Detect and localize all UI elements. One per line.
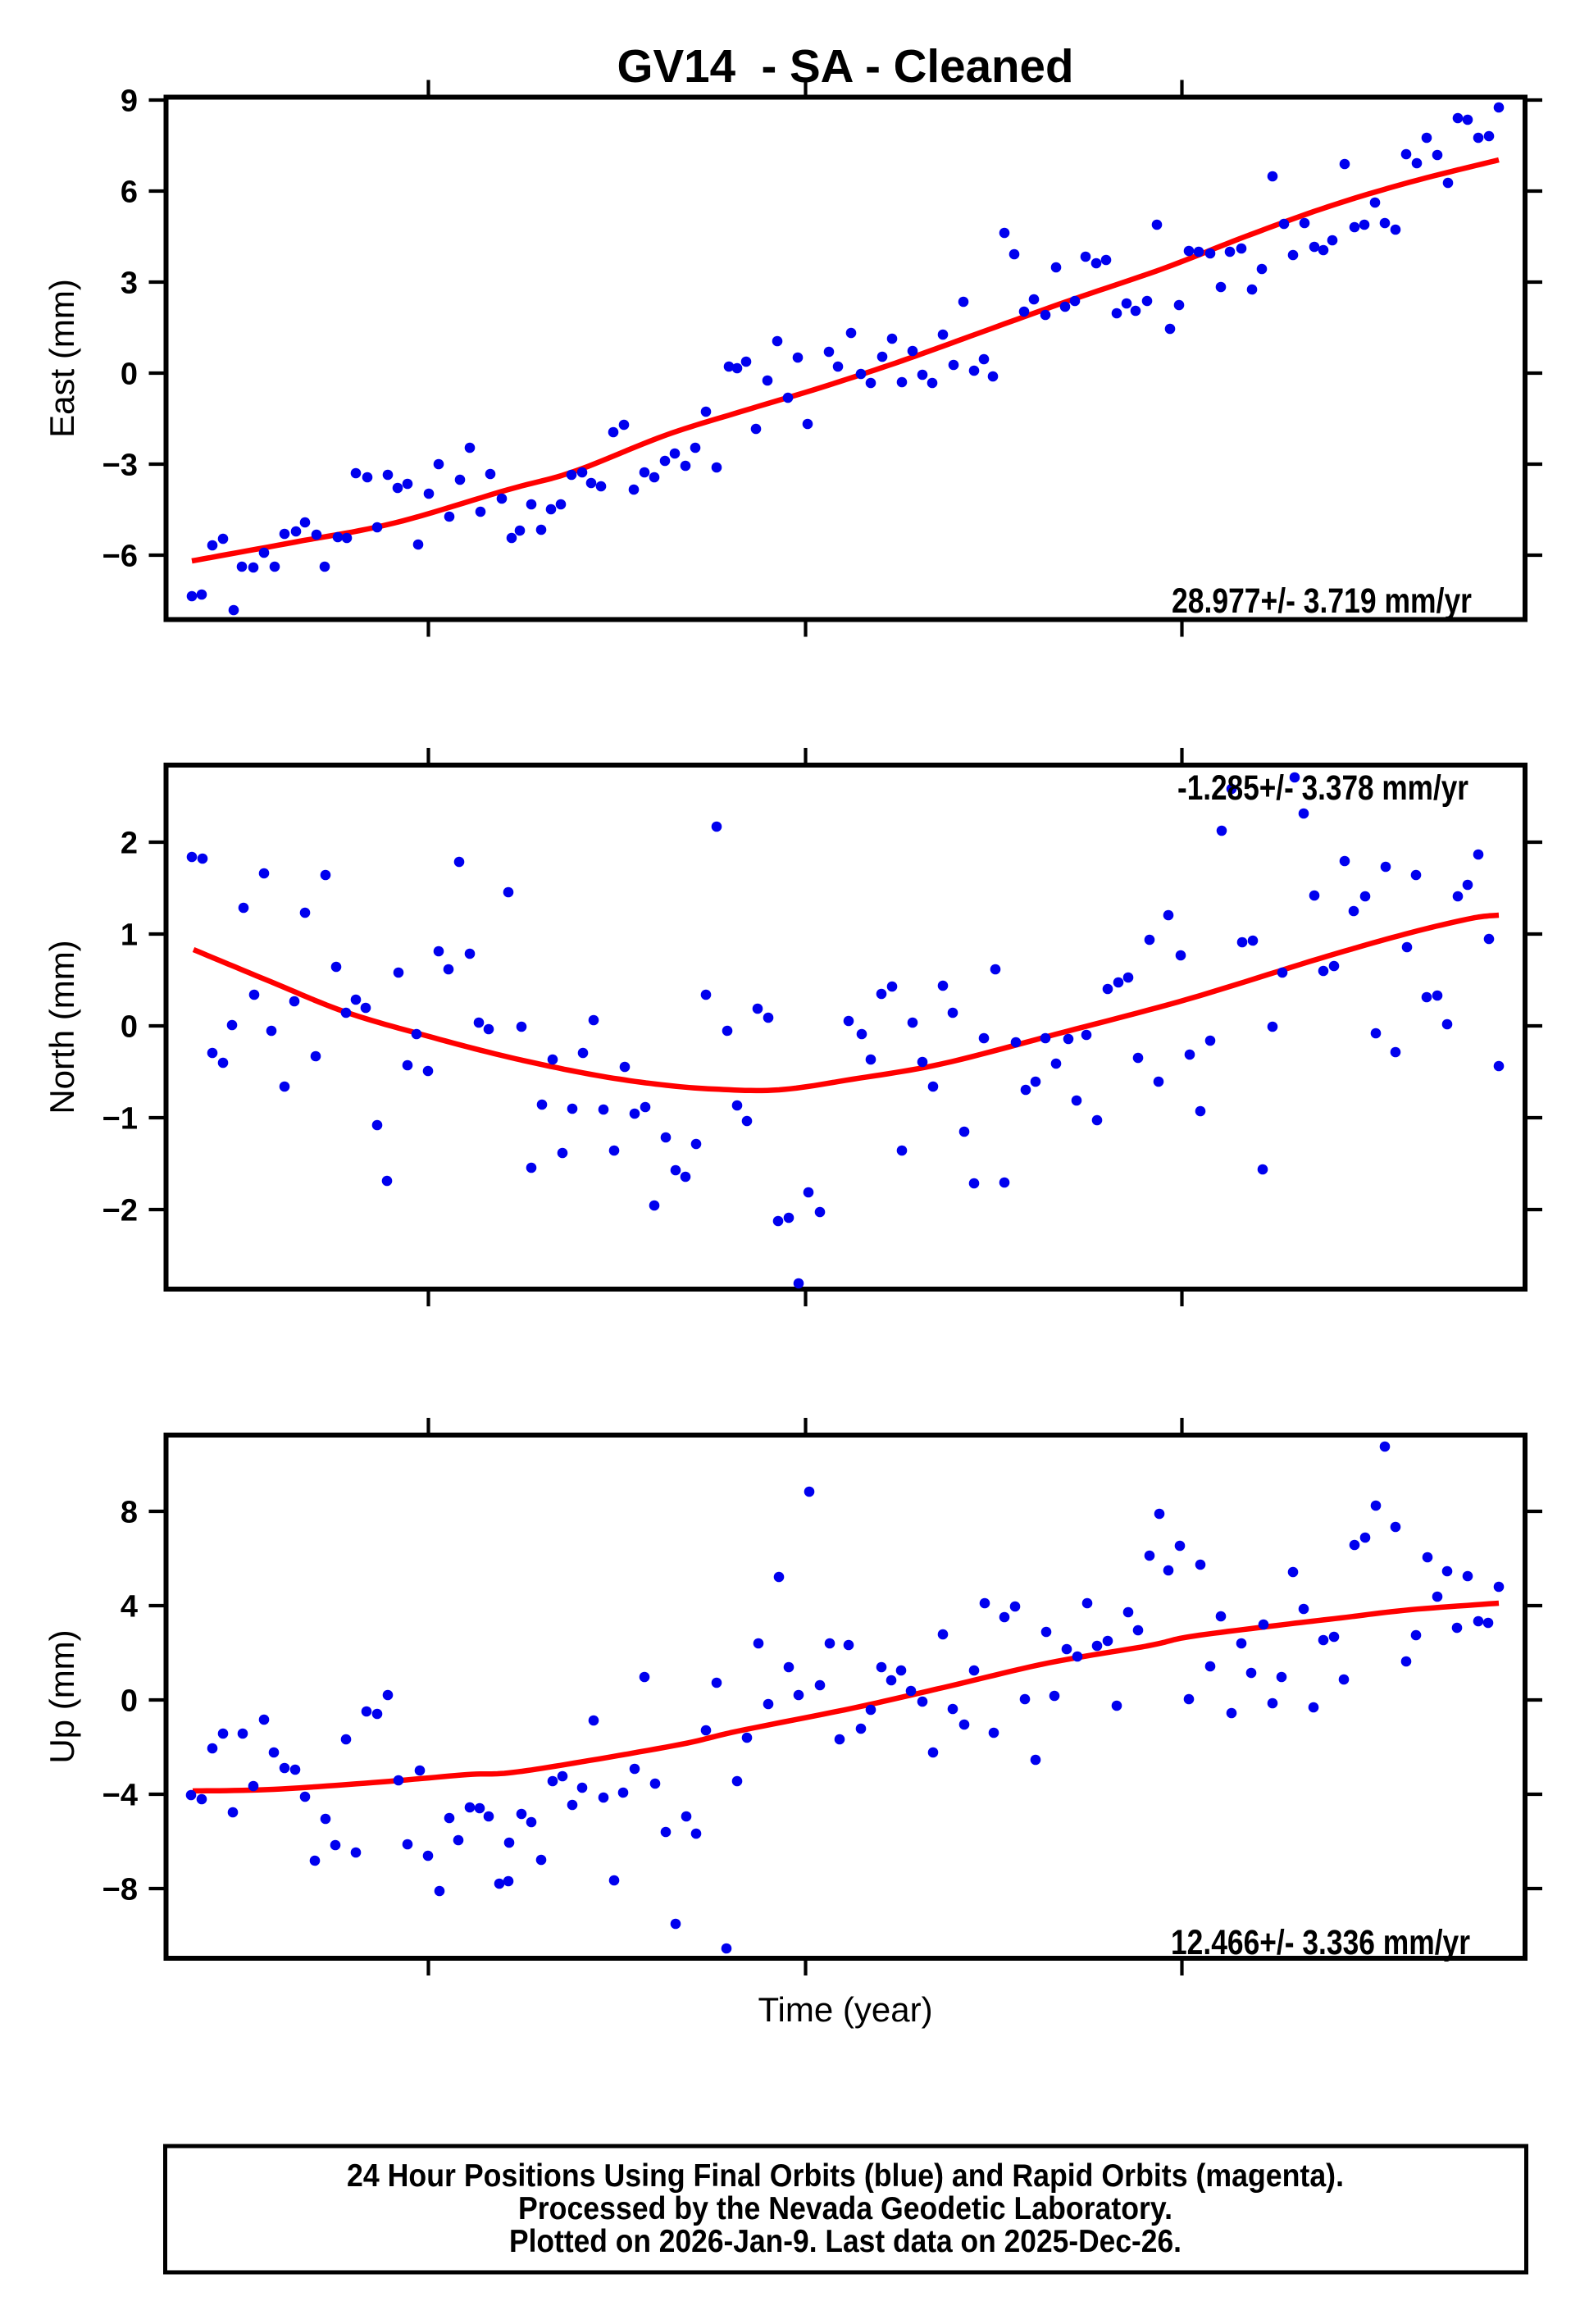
- svg-text:8: 8: [121, 1496, 138, 1530]
- svg-text:East (mm): East (mm): [43, 279, 81, 438]
- svg-text:Time (year): Time (year): [758, 1990, 932, 2029]
- svg-text:0: 0: [121, 1684, 138, 1719]
- svg-text:−6: −6: [102, 540, 138, 574]
- svg-text:−1: −1: [102, 1102, 138, 1137]
- svg-text:1: 1: [121, 918, 138, 953]
- svg-text:Processed by the Nevada Geodet: Processed by the Nevada Geodetic Laborat…: [518, 2191, 1172, 2226]
- svg-text:North (mm): North (mm): [43, 940, 81, 1114]
- svg-text:GV14 - SA - Cleaned: GV14 - SA - Cleaned: [617, 40, 1074, 93]
- svg-text:2: 2: [121, 827, 138, 861]
- svg-text:−3: −3: [102, 449, 138, 483]
- svg-text:28.977+/- 3.719 mm/yr: 28.977+/- 3.719 mm/yr: [1172, 581, 1472, 621]
- svg-text:24 Hour Positions Using Final: 24 Hour Positions Using Final Orbits (bl…: [347, 2158, 1344, 2194]
- svg-text:12.466+/- 3.336 mm/yr: 12.466+/- 3.336 mm/yr: [1171, 1923, 1470, 1962]
- svg-text:−4: −4: [102, 1779, 138, 1813]
- svg-text:0: 0: [121, 358, 138, 392]
- svg-text:9: 9: [121, 84, 138, 119]
- svg-text:3: 3: [121, 267, 138, 301]
- svg-text:Up (mm): Up (mm): [43, 1629, 81, 1763]
- svg-text:4: 4: [121, 1590, 138, 1625]
- svg-text:−2: −2: [102, 1194, 138, 1228]
- svg-text:−8: −8: [102, 1873, 138, 1907]
- svg-text:Plotted on 2026-Jan-9. Last da: Plotted on 2026-Jan-9. Last data on 2025…: [509, 2224, 1182, 2259]
- svg-text:0: 0: [121, 1010, 138, 1045]
- svg-text:6: 6: [121, 175, 138, 210]
- svg-text:-1.285+/- 3.378 mm/yr: -1.285+/- 3.378 mm/yr: [1177, 768, 1468, 808]
